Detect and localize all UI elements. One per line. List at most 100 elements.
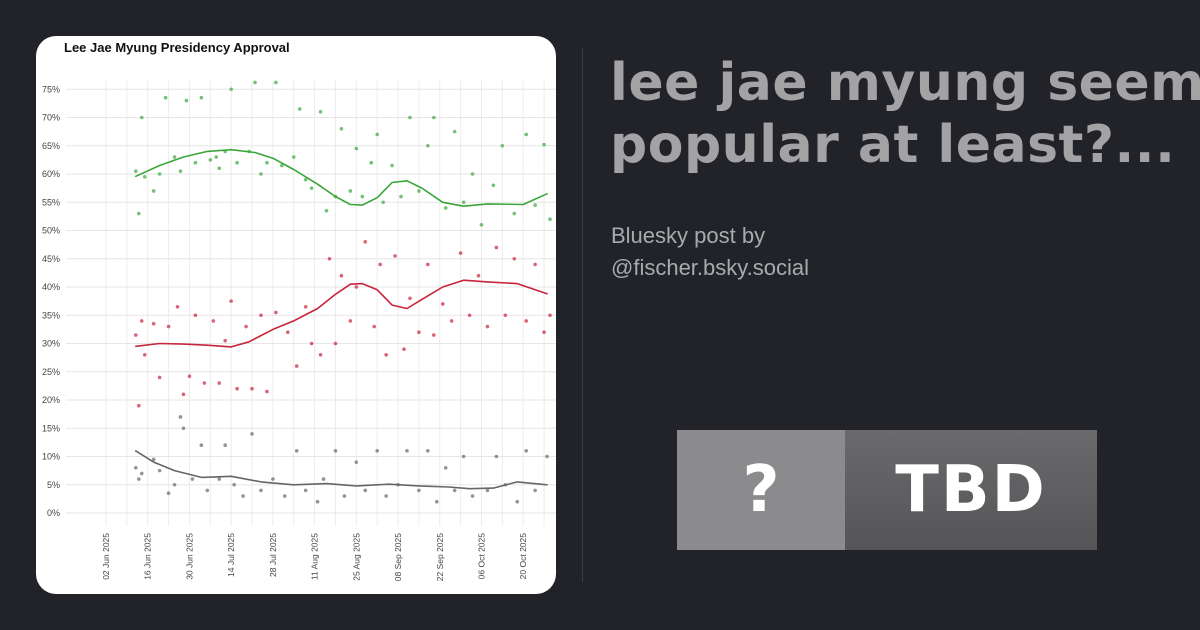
undecided-point	[333, 449, 338, 453]
approve-point	[524, 132, 528, 137]
x-tick-label: 02 Jun 2025	[101, 533, 111, 580]
disapprove-point	[318, 353, 323, 357]
undecided-point	[151, 457, 156, 462]
approve-point	[324, 208, 329, 213]
disapprove-point	[417, 330, 421, 335]
approve-point	[461, 200, 466, 205]
y-tick-label: 75%	[42, 84, 60, 94]
undecided-point	[321, 477, 326, 481]
disapprove-point	[223, 338, 227, 343]
disapprove-point	[503, 313, 508, 318]
disapprove-point	[533, 262, 537, 267]
undecided-point	[485, 488, 490, 493]
y-tick-label: 30%	[42, 339, 60, 349]
undecided-point	[190, 477, 195, 481]
undecided-point	[217, 477, 222, 481]
byline-handle[interactable]: @fischer.bsky.social	[611, 255, 809, 280]
disapprove-point	[393, 254, 397, 258]
x-tick-label: 14 Jul 2025	[226, 533, 236, 577]
undecided-point	[417, 488, 421, 493]
disapprove-point	[187, 374, 192, 379]
approve-point	[184, 98, 189, 103]
x-tick-label: 06 Oct 2025	[476, 533, 486, 580]
disapprove-point	[378, 262, 382, 267]
approve-point	[235, 160, 239, 165]
disapprove-point	[136, 403, 141, 408]
undecided-point	[294, 449, 299, 453]
approve-point	[217, 166, 222, 171]
disapprove-point	[285, 330, 290, 335]
undecided-point	[342, 494, 347, 498]
disapprove-point	[327, 256, 332, 261]
disapprove-point	[524, 319, 528, 323]
disapprove-point	[259, 313, 263, 318]
disapprove-point	[303, 304, 308, 309]
approve-point	[432, 115, 436, 120]
undecided-point	[199, 443, 204, 448]
disapprove-point	[139, 319, 144, 323]
disapprove-point	[467, 313, 472, 318]
approve-point	[280, 163, 284, 168]
y-tick-label: 45%	[42, 254, 60, 264]
approve-point	[426, 143, 430, 148]
disapprove-point	[402, 347, 406, 351]
disapprove-point	[333, 341, 338, 346]
y-tick-label: 15%	[42, 423, 60, 433]
y-tick-label: 0%	[47, 508, 60, 518]
undecided-point	[134, 466, 138, 470]
disapprove-point	[449, 319, 454, 323]
undecided-point	[405, 449, 409, 453]
undecided-point	[545, 454, 549, 459]
disapprove-point	[166, 324, 171, 329]
undecided-point	[181, 426, 186, 431]
disapprove-point	[542, 330, 546, 335]
x-tick-label: 22 Sep 2025	[435, 533, 445, 581]
approve-point	[253, 80, 257, 85]
undecided-point	[375, 449, 379, 453]
approve-point	[151, 189, 156, 193]
undecided-point	[494, 454, 499, 459]
approve-point	[443, 206, 448, 210]
approve-point	[139, 115, 144, 120]
undecided-point	[172, 482, 177, 487]
approve-point	[259, 172, 263, 176]
x-tick-label: 16 Jun 2025	[143, 533, 153, 580]
undecided-point	[443, 466, 448, 470]
disapprove-point	[494, 245, 499, 250]
undecided-point	[384, 494, 388, 498]
undecided-point	[250, 432, 254, 436]
disapprove-point	[309, 341, 314, 346]
undecided-point	[157, 468, 162, 473]
disapprove-point	[202, 381, 207, 385]
approve-point	[199, 95, 204, 100]
approve-point	[157, 172, 162, 176]
y-tick-label: 10%	[42, 452, 60, 462]
approve-point	[134, 169, 138, 173]
disapprove-point	[458, 251, 463, 255]
y-tick-label: 35%	[42, 310, 60, 320]
x-tick-label: 08 Sep 2025	[393, 533, 403, 581]
approve-point	[375, 132, 379, 137]
y-tick-label: 60%	[42, 169, 60, 179]
approve-point	[208, 158, 213, 162]
undecided-point	[271, 477, 275, 481]
approve-point	[309, 186, 314, 190]
disapprove-point	[274, 310, 278, 315]
x-tick-label: 30 Jun 2025	[184, 533, 194, 580]
y-tick-label: 5%	[47, 480, 60, 490]
y-tick-label: 55%	[42, 197, 60, 207]
undecided-point	[533, 488, 537, 493]
y-tick-label: 40%	[42, 282, 60, 292]
verdict-badge: ? TBD	[677, 430, 1097, 550]
undecided-point	[434, 499, 439, 504]
approve-point	[542, 142, 546, 147]
chart-title: Lee Jae Myung Presidency Approval	[64, 40, 290, 55]
approve-point	[399, 194, 403, 199]
undecided-point	[139, 471, 144, 476]
undecided-point	[205, 488, 210, 493]
undecided-point	[426, 449, 430, 453]
disapprove-point	[372, 324, 377, 329]
approve-point	[297, 107, 302, 111]
undecided-point	[315, 499, 320, 504]
approve-point	[178, 169, 183, 173]
